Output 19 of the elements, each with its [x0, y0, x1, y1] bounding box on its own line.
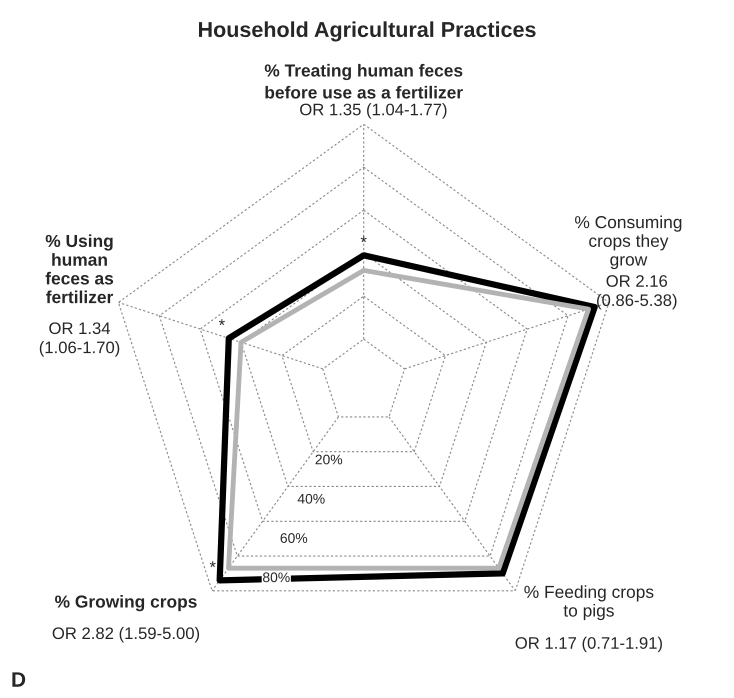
spoke-label: % Treating human feces before use as a fertilizer [264, 64, 463, 99]
text: OR 1.17 (0.71-1.91) [516, 636, 662, 652]
y-tick-label: 80% [262, 572, 290, 582]
text: OR 2.82 (1.59-5.00) [52, 626, 200, 642]
text: * [218, 319, 225, 326]
y-tick-label: 20% [316, 454, 342, 464]
y-tick-label: 60% [280, 533, 308, 543]
spoke-label: % Feeding crops to pigs [524, 585, 654, 620]
text: OR 2.16 (0.86-5.38) [597, 275, 676, 310]
text: OR 1.35 (1.04-1.77) [300, 103, 447, 119]
spoke-label: % Growing crops [55, 594, 197, 612]
spoke-label: % Consuming crops they grow [575, 216, 682, 270]
chart-title: Household Agricultural Practices [198, 21, 536, 42]
text: * [210, 561, 216, 568]
text: OR 1.34 (1.06-1.70) [40, 322, 120, 357]
y-tick-label: 40% [298, 494, 325, 504]
spoke-label: % Using human feces as fertilizer [46, 234, 114, 304]
text: * [360, 236, 367, 242]
text: D [12, 672, 26, 687]
